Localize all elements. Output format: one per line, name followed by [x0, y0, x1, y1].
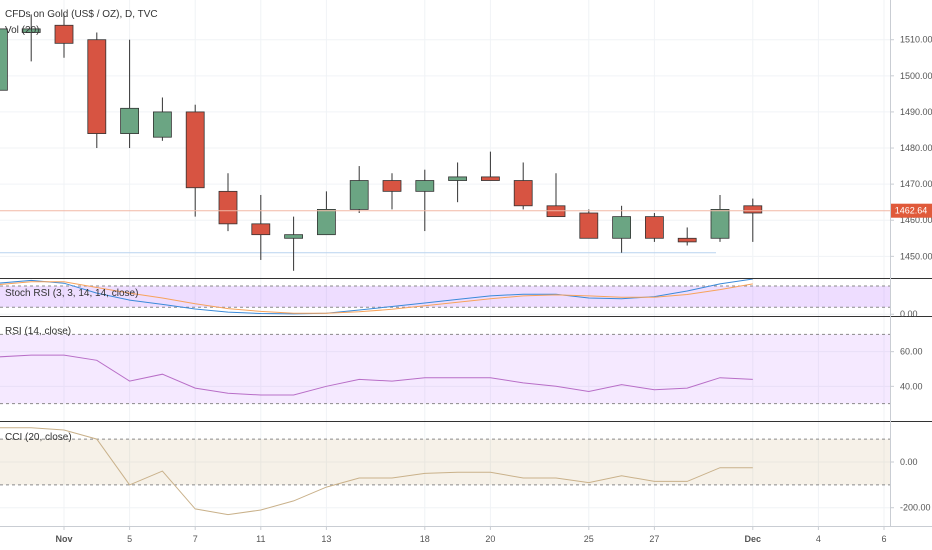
candle[interactable]	[87, 32, 107, 149]
candle-body	[579, 212, 599, 239]
indicator-line-1-1	[0, 281, 753, 314]
x-tick-label: 27	[649, 534, 659, 544]
indicator-bands	[0, 285, 890, 486]
y-tick-label: 1490.00	[900, 107, 932, 117]
candle-body	[710, 209, 730, 239]
x-tick-label: 4	[816, 534, 821, 544]
y-tick-label: -200.00	[900, 503, 931, 513]
rsi-pane[interactable]	[0, 354, 753, 396]
candle[interactable]	[612, 205, 631, 253]
last-price-label: 1462.64	[895, 206, 928, 216]
candle-body	[21, 28, 41, 33]
y-tick-label: 40.00	[900, 381, 923, 391]
candle[interactable]	[382, 173, 402, 210]
cci-title: CCI (20, close)	[5, 432, 72, 443]
candle[interactable]	[579, 209, 599, 239]
candle[interactable]	[218, 173, 238, 232]
last-price-badge	[891, 203, 932, 218]
x-tick-label: 11	[256, 534, 265, 544]
y-tick-label: 1500.00	[900, 71, 932, 81]
candle[interactable]	[743, 198, 763, 242]
y-tick-label: 1470.00	[900, 179, 932, 189]
indicator-line-1-0	[0, 279, 753, 315]
candle-body	[54, 24, 74, 44]
candle[interactable]	[185, 104, 205, 217]
price-axis[interactable]: 1450.00 1460.00 1470.00 1480.00 1490.00 1500.…	[890, 35, 932, 513]
candle[interactable]	[546, 173, 566, 218]
candle[interactable]	[513, 162, 533, 210]
candle-body	[677, 237, 697, 243]
y-tick-label: 1510.00	[900, 35, 932, 45]
candle-body	[612, 216, 631, 239]
y-tick-label: 0.00	[900, 457, 918, 467]
candle[interactable]	[677, 227, 697, 246]
candle-body	[87, 39, 107, 134]
candle-body	[0, 28, 8, 91]
candle-body	[382, 180, 402, 192]
candle[interactable]	[54, 14, 74, 58]
x-tick-label: 13	[321, 534, 331, 544]
x-tick-label: 7	[193, 534, 198, 544]
cci-pane[interactable]	[0, 427, 753, 516]
y-tick-label: 60.00	[900, 347, 923, 357]
candle-body	[251, 223, 271, 236]
candle[interactable]	[448, 162, 468, 203]
rsi-title: RSI (14, close)	[5, 326, 71, 337]
candle[interactable]	[415, 169, 435, 232]
candle-body	[513, 180, 533, 207]
price-pane[interactable]	[0, 14, 763, 271]
candle[interactable]	[645, 213, 664, 242]
candle[interactable]	[349, 166, 369, 214]
candle[interactable]	[284, 216, 304, 271]
x-tick-label: 25	[584, 534, 594, 544]
candle[interactable]	[152, 97, 172, 141]
candle[interactable]	[120, 39, 139, 149]
candle[interactable]	[21, 14, 41, 62]
y-tick-label: 1450.00	[900, 251, 932, 261]
x-tick-label: 6	[881, 534, 886, 544]
x-tick-label: 18	[420, 534, 430, 544]
stoch-rsi-pane[interactable]	[0, 279, 753, 315]
candle-body	[546, 205, 566, 218]
grid-layer	[0, 0, 890, 526]
candle-body	[480, 176, 500, 181]
symbol-title: CFDs on Gold (US$ / OZ), D, TVC	[5, 9, 158, 20]
candle-body	[743, 205, 763, 214]
y-tick-label: 0.00	[900, 309, 918, 319]
indicator-band	[0, 334, 890, 404]
time-axis[interactable]: Nov57111318202527Dec469	[55, 526, 932, 544]
indicator-band	[0, 439, 890, 485]
candle-body	[645, 216, 664, 239]
indicator-band	[0, 286, 890, 308]
x-tick-label: Nov	[55, 534, 72, 544]
candle[interactable]	[710, 194, 730, 242]
y-tick-label: 1460.00	[900, 215, 932, 225]
candle-body	[185, 111, 205, 189]
x-tick-label: Dec	[745, 534, 762, 544]
candle-body	[218, 190, 238, 225]
y-tick-label: 1480.00	[900, 143, 932, 153]
x-tick-label: 5	[127, 534, 132, 544]
indicator-line-2-0	[0, 354, 753, 396]
candle-body	[284, 234, 304, 239]
candle[interactable]	[480, 151, 500, 181]
candle-body	[448, 176, 468, 181]
candle[interactable]	[251, 194, 271, 260]
stoch-rsi-title: Stoch RSI (3, 3, 14, 14, close)	[5, 288, 138, 299]
candle-body	[415, 180, 435, 192]
candle[interactable]	[316, 191, 336, 236]
candle-body	[349, 180, 369, 210]
last-price-marker: 1462.64	[0, 203, 932, 218]
candle-body	[152, 111, 172, 138]
candle-body	[316, 209, 336, 236]
volume-label: Vol (20)	[5, 25, 39, 36]
indicator-line-3-0	[0, 427, 753, 516]
x-tick-label: 20	[485, 534, 495, 544]
candle[interactable]	[0, 25, 8, 91]
pane-separators	[0, 0, 932, 527]
candle-body	[120, 107, 139, 134]
